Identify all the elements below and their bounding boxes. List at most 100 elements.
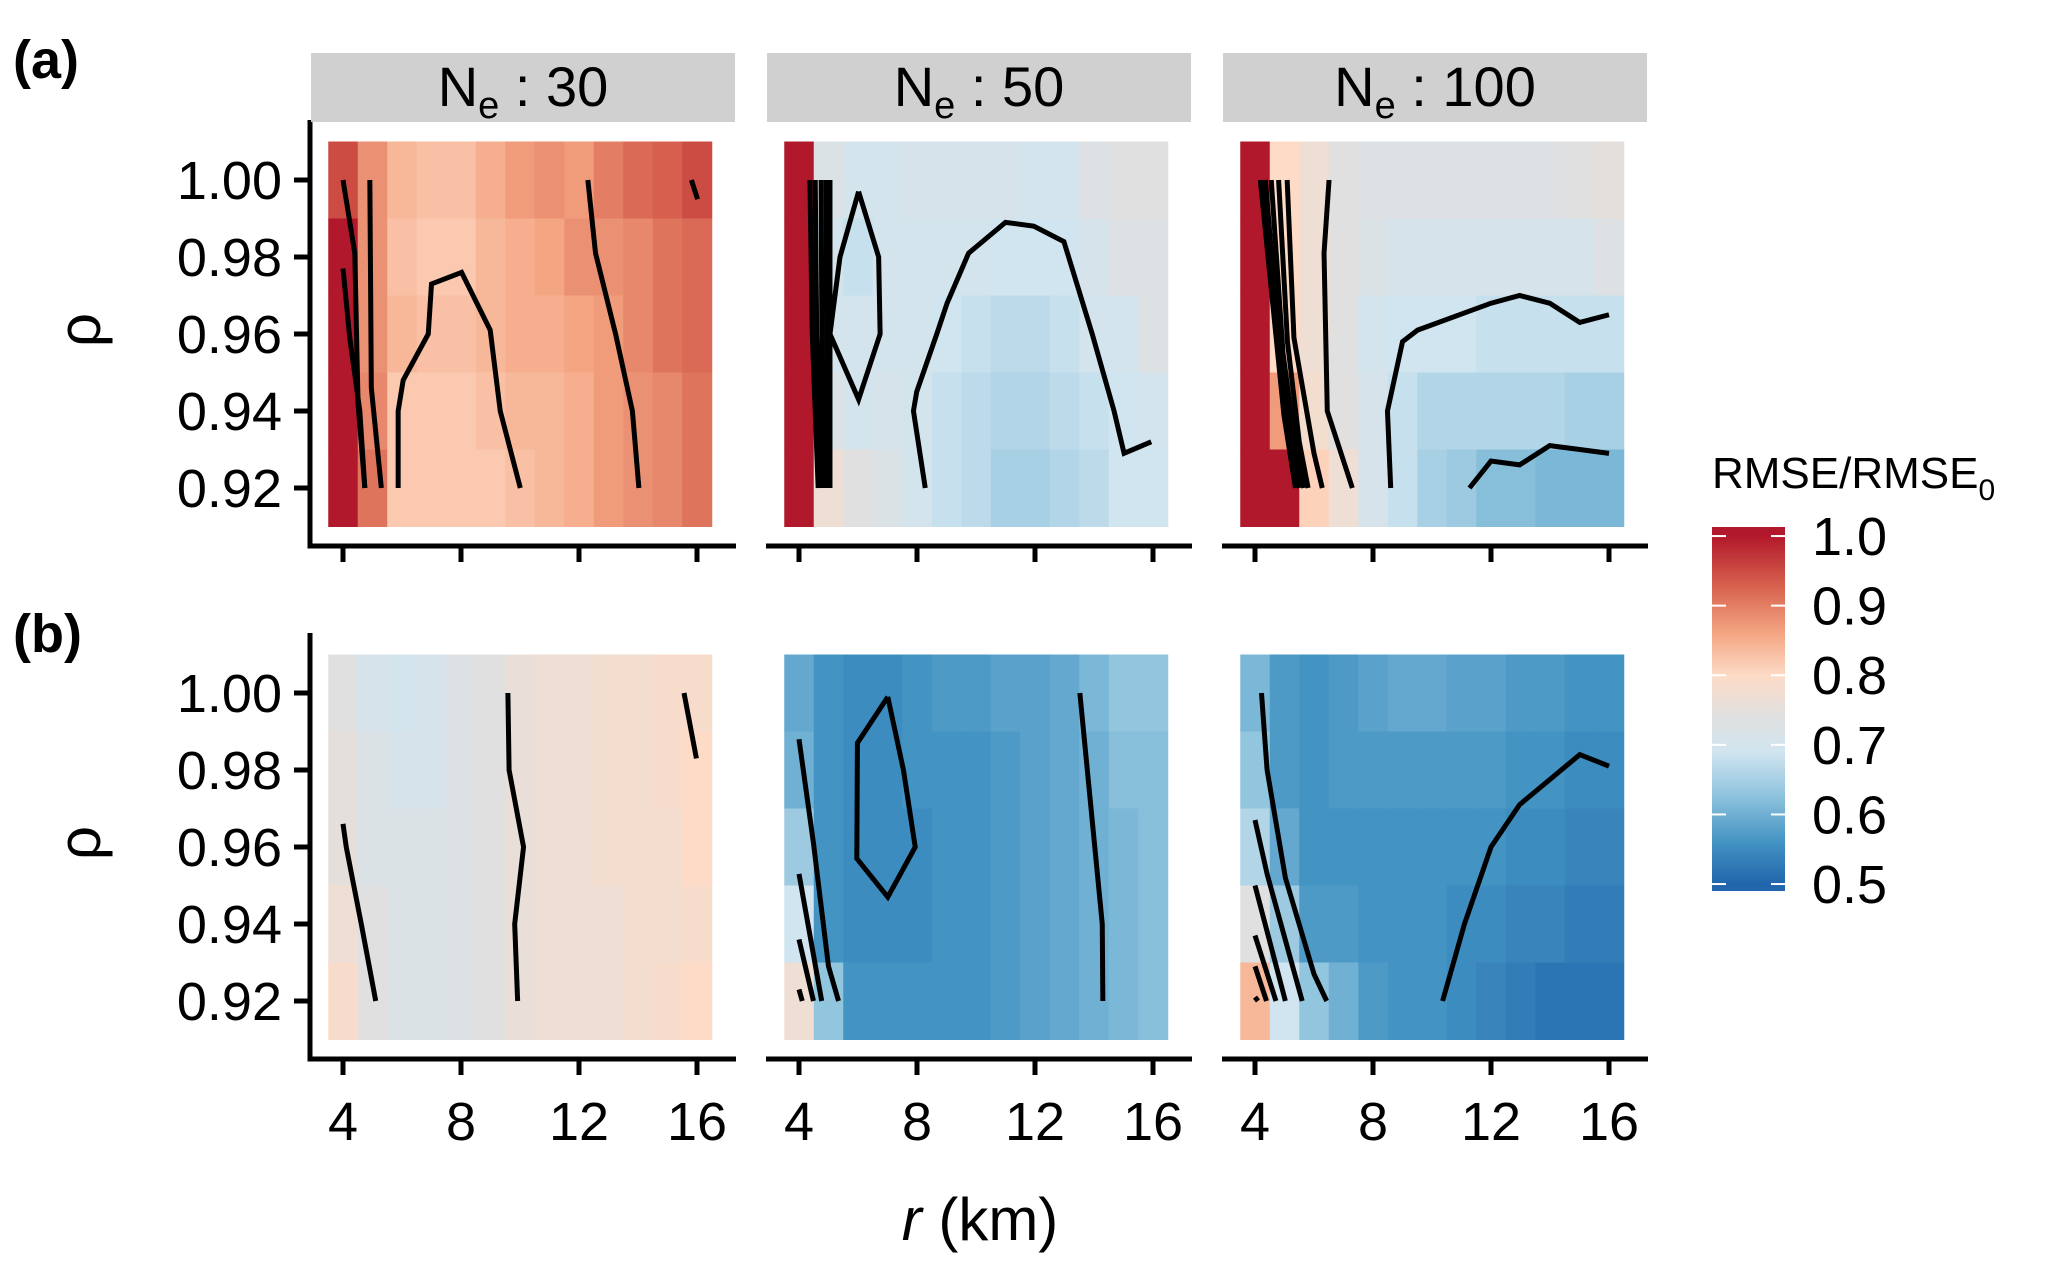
heatmap-cell <box>1138 372 1169 450</box>
heatmap-cell <box>1594 295 1625 373</box>
heatmap-cell <box>1358 885 1389 963</box>
y-tick-label: 0.96 <box>177 305 282 365</box>
contour-line <box>854 695 918 902</box>
heatmap-cell <box>593 449 624 527</box>
heatmap-cell <box>593 372 624 450</box>
heatmap-cell <box>534 141 565 219</box>
heatmap-cell <box>1417 372 1448 450</box>
heatmap-cell <box>1020 654 1051 732</box>
x-tick-label: 12 <box>1005 1092 1065 1152</box>
heatmap-cell <box>1446 654 1477 732</box>
contour-line <box>1284 179 1325 489</box>
heatmap-cell <box>1564 885 1595 963</box>
contour-line <box>1252 819 1305 1002</box>
heatmap-cell <box>843 141 874 219</box>
heatmap-cell <box>1328 885 1359 963</box>
heatmap-cell <box>1417 295 1448 373</box>
heatmap-cell <box>1417 654 1448 732</box>
heatmap-cell <box>902 885 933 963</box>
heatmap-cell <box>652 885 683 963</box>
panel-a-ne50 <box>766 141 1192 562</box>
colorbar-label: 0.9 <box>1812 577 1887 637</box>
facet-strip-label: Ne : 100 <box>1334 55 1536 127</box>
heatmap-cell <box>564 372 595 450</box>
heatmap-cell <box>328 962 359 1040</box>
heatmap-cell <box>564 731 595 809</box>
heatmap-cell <box>931 962 962 1040</box>
heatmap-cell <box>872 372 903 450</box>
heatmap-cell <box>1417 218 1448 296</box>
strip-value: : 50 <box>955 55 1064 118</box>
heatmap-cell <box>623 295 654 373</box>
contour-line <box>505 692 527 1002</box>
heatmap-cell <box>902 218 933 296</box>
heatmap-cell <box>1594 808 1625 886</box>
y-tick-label: 1.00 <box>177 664 282 724</box>
x-tick-label: 12 <box>1461 1092 1521 1152</box>
heatmap-cell <box>961 885 992 963</box>
heatmap-cell <box>1594 218 1625 296</box>
heatmap-cell <box>1446 218 1477 296</box>
heatmap-cell <box>1505 962 1536 1040</box>
heatmap-cell <box>682 295 713 373</box>
heatmap-cell <box>1020 295 1051 373</box>
contour-line <box>796 938 816 1002</box>
heatmap-cell <box>1138 449 1169 527</box>
facet-strip <box>311 53 735 122</box>
heatmap-cell <box>872 449 903 527</box>
heatmap-cell <box>1535 372 1566 450</box>
heatmap-cell <box>1564 449 1595 527</box>
facet-strip <box>767 53 1191 122</box>
legend-title-sub: 0 <box>1978 474 1995 507</box>
heatmap-cell <box>961 141 992 219</box>
heatmap-cell <box>990 141 1021 219</box>
heatmap-cell <box>652 962 683 1040</box>
heatmap-cell <box>593 654 624 732</box>
contour-line <box>910 219 1153 489</box>
heatmap-cell <box>990 449 1021 527</box>
heatmap-cell <box>357 141 388 219</box>
heatmap-cell <box>1108 808 1139 886</box>
heatmap-cell <box>593 808 624 886</box>
heatmap-cell <box>357 731 388 809</box>
heatmap-cell <box>961 295 992 373</box>
heatmap-cell <box>843 962 874 1040</box>
heatmap-cell <box>1358 372 1389 450</box>
heatmap-cell <box>446 808 477 886</box>
heatmap-cell <box>475 962 506 1040</box>
contour-line <box>689 179 700 201</box>
heatmap-cell <box>1476 141 1507 219</box>
heatmap-cell <box>1240 449 1271 527</box>
heatmap-cell <box>990 295 1021 373</box>
heatmap-cell <box>990 885 1021 963</box>
heatmap-cell <box>784 372 815 450</box>
heatmap-cell <box>1138 654 1169 732</box>
contour-line <box>812 179 824 489</box>
heatmap-cell <box>1417 962 1448 1040</box>
heatmap-cell <box>1535 295 1566 373</box>
heatmap-cell <box>813 731 844 809</box>
heatmap-cell <box>623 731 654 809</box>
heatmap-cell <box>902 654 933 732</box>
heatmap-cell <box>387 731 418 809</box>
heatmap-cell <box>446 731 477 809</box>
heatmap-cell <box>1299 654 1330 732</box>
contour-line <box>1252 934 1279 1002</box>
heatmap-cell <box>446 449 477 527</box>
contour-line <box>1077 692 1106 1002</box>
y-tick-label: 0.94 <box>177 382 282 442</box>
heatmap-cell <box>387 962 418 1040</box>
heatmap-cell <box>1446 141 1477 219</box>
heatmap-cell <box>990 372 1021 450</box>
contour-line <box>818 179 826 489</box>
x-axis-title-var: r <box>902 1186 924 1253</box>
row-tag-b: (b) <box>13 604 82 664</box>
strip-value: : 100 <box>1396 55 1536 118</box>
heatmap-cell <box>387 141 418 219</box>
heatmap-cell <box>1387 654 1418 732</box>
heatmap-cell <box>784 654 815 732</box>
heatmap-cell <box>1020 962 1051 1040</box>
heatmap-cell <box>1138 731 1169 809</box>
heatmap-cell <box>328 372 359 450</box>
heatmap-cell <box>682 885 713 963</box>
